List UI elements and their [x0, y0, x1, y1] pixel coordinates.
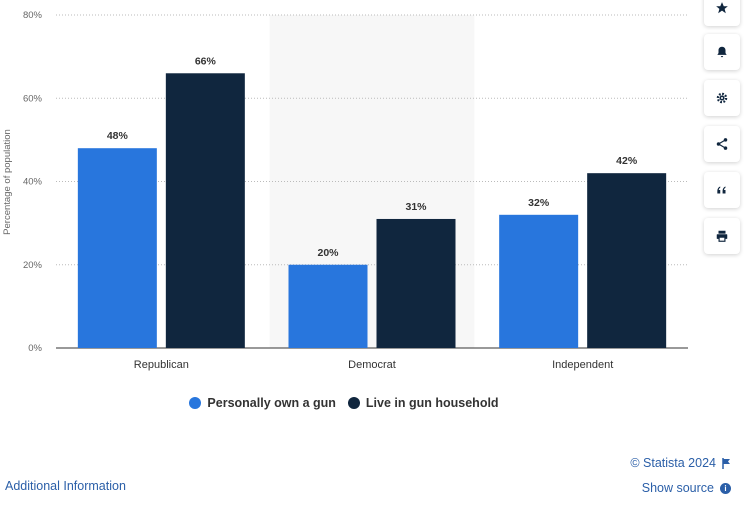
bar[interactable]	[376, 218, 456, 348]
bell-icon	[717, 46, 727, 58]
y-tick-label: 80%	[23, 10, 43, 21]
bar[interactable]	[288, 264, 368, 348]
legend-item-own-gun[interactable]: Personally own a gun	[189, 396, 336, 410]
data-label: 32%	[528, 197, 550, 209]
data-label: 20%	[317, 247, 339, 259]
info-icon: i	[720, 482, 731, 494]
cite-button[interactable]	[704, 172, 740, 208]
copyright-text: © Statista 2024	[630, 456, 716, 470]
y-tick-label: 40%	[23, 177, 43, 188]
y-tick-label: 0%	[28, 343, 42, 354]
show-source-text: Show source	[641, 481, 714, 495]
additional-information-link[interactable]: Additional Information	[5, 479, 126, 493]
x-tick-label: Independent	[552, 359, 613, 371]
legend-marker	[347, 397, 360, 409]
bar[interactable]	[587, 173, 667, 348]
notification-button[interactable]	[704, 34, 740, 70]
x-tick-label: Democrat	[348, 359, 396, 371]
settings-button[interactable]	[704, 80, 740, 116]
share-button[interactable]	[704, 126, 740, 162]
flag-icon	[722, 457, 730, 469]
gear-icon	[716, 92, 728, 104]
legend-label: Live in gun household	[365, 396, 499, 410]
copyright-link[interactable]: © Statista 2024	[630, 456, 731, 470]
y-tick-label: 20%	[23, 260, 43, 271]
share-icon	[716, 138, 728, 150]
data-label: 48%	[107, 130, 129, 142]
print-button[interactable]	[704, 218, 740, 254]
bar-chart: 0% 20% 40% 60% 80% 48% 66% 20% 31% 32% 42% Republ…	[2, 10, 688, 371]
x-tick-label: Republican	[134, 359, 189, 371]
quote-icon	[717, 186, 726, 194]
show-source-link[interactable]: Show source i	[642, 481, 731, 495]
favorite-button[interactable]	[704, 0, 740, 26]
legend-label: Personally own a gun	[207, 396, 336, 410]
data-label: 31%	[405, 201, 427, 213]
chart-legend: Personally own a gun Live in gun househo…	[0, 396, 688, 410]
legend-marker	[189, 397, 202, 409]
star-icon	[716, 2, 728, 14]
data-label: 42%	[616, 155, 638, 167]
print-icon	[716, 230, 728, 242]
data-label: 66%	[195, 55, 217, 67]
legend-item-gun-household[interactable]: Live in gun household	[347, 396, 499, 410]
bar[interactable]	[77, 148, 157, 348]
y-axis-label: Percentage of population	[2, 129, 13, 235]
bar[interactable]	[165, 73, 245, 349]
y-tick-label: 60%	[23, 93, 43, 104]
bar[interactable]	[499, 214, 579, 348]
